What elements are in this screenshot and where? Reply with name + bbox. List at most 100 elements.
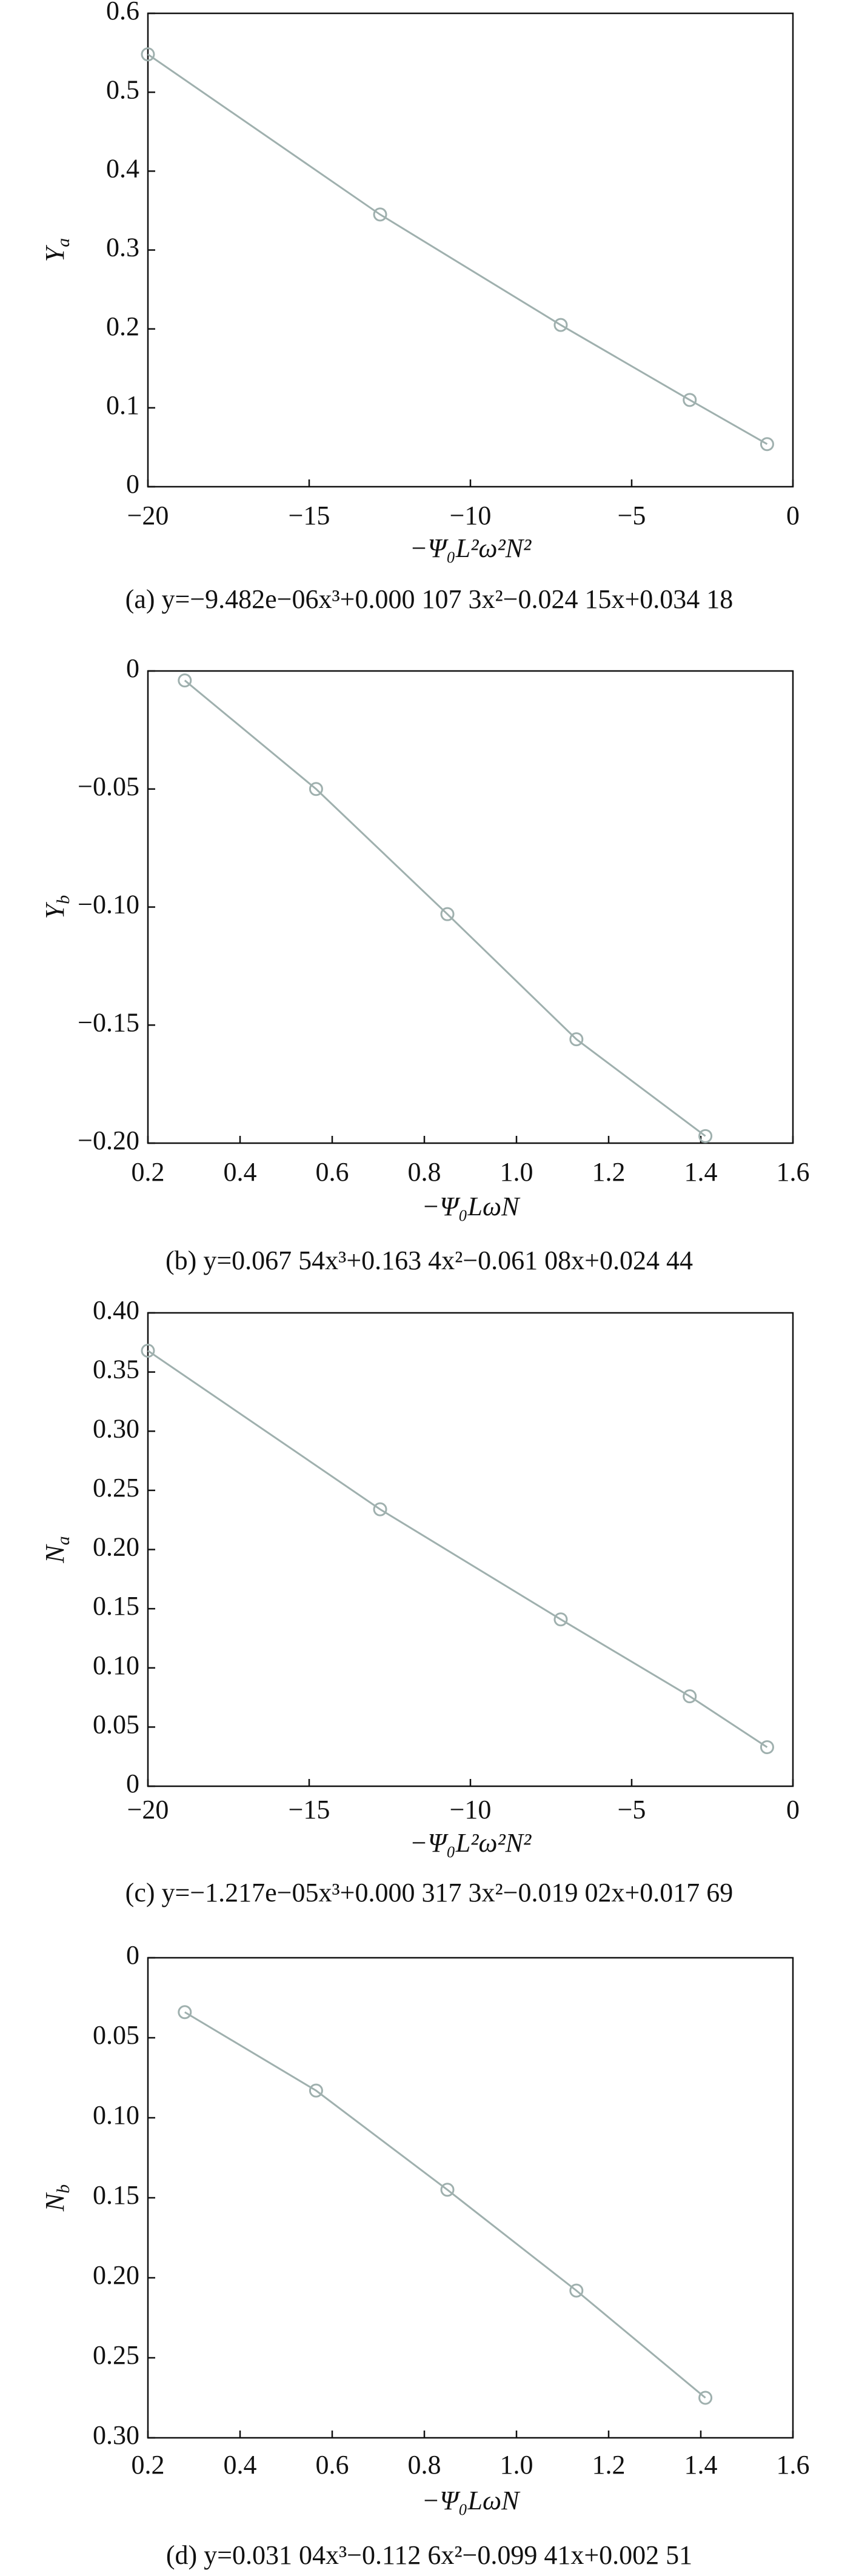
x-axis-label: −Ψ₀L²ω²N² <box>410 1828 532 1858</box>
x-tick-label: 0.8 <box>408 1157 441 1187</box>
x-tick-label: −10 <box>450 1795 492 1824</box>
data-point <box>440 2183 455 2197</box>
x-tick-label: 0.6 <box>316 1157 349 1187</box>
caption: (a) y=−9.482e−06x³+0.000 107 3x²−0.024 1… <box>125 584 734 614</box>
x-tick-label: 1.2 <box>592 1157 626 1187</box>
x-tick-label: 0 <box>786 1795 800 1824</box>
y-axis-label: Nb <box>40 2184 73 2212</box>
y-tick-label: 0.15 <box>93 1591 139 1621</box>
chart-panel: −20 −15 −10 −5 0 0 0.1 0.2 0.3 0.4 0.5 0.6 −Ψ₀L²ω²N²… <box>40 0 800 614</box>
data-point <box>553 1612 568 1627</box>
x-tick-label: −10 <box>450 501 492 530</box>
data-point <box>760 1740 774 1755</box>
data-point <box>178 673 192 688</box>
chart-panel: −20 −15 −10 −5 0 0 0.05 0.10 0.15 0.20 0.25 0.30 0.3… <box>40 1295 800 1907</box>
y-axis-label-main: N <box>40 1544 70 1564</box>
x-tick-label: 1.6 <box>777 1157 810 1187</box>
y-tick-label: −0.20 <box>78 1126 139 1155</box>
y-tick-label: 0.25 <box>93 1473 139 1503</box>
plot-frame <box>147 1312 794 1787</box>
chart-panel: 0.2 0.4 0.6 0.8 1.0 1.2 1.4 1.6 −0.20 −0.15 −0.10 −… <box>40 653 809 1275</box>
data-point <box>760 437 774 452</box>
y-axis-label-sub: a <box>53 238 73 247</box>
caption: (c) y=−1.217e−05x³+0.000 317 3x²−0.019 0… <box>125 1878 734 1907</box>
y-tick-label: 0.6 <box>106 0 139 25</box>
y-axis-label-sub: b <box>53 2184 73 2194</box>
x-tick-label: 0.2 <box>132 1157 165 1187</box>
data-point <box>373 207 387 222</box>
x-tick-label: −5 <box>618 501 646 530</box>
data-point <box>141 1343 155 1358</box>
data-point <box>698 2391 713 2405</box>
y-tick-label: 0.5 <box>106 75 139 104</box>
x-tick-label: 1.4 <box>684 1157 718 1187</box>
data-point <box>683 393 697 407</box>
data-point <box>683 1689 697 1704</box>
y-tick-label: 0.2 <box>106 312 139 341</box>
plot-frame <box>147 12 794 488</box>
y-axis-label-main: Y <box>40 244 70 262</box>
y-tick-label: 0.15 <box>93 2180 139 2210</box>
y-tick-label: 0 <box>126 653 139 683</box>
y-axis-label-sub: b <box>53 895 73 904</box>
caption: (d) y=0.031 04x³−0.112 6x²−0.099 41x+0.0… <box>166 2540 692 2570</box>
y-tick-label: 0 <box>126 1769 139 1798</box>
y-tick-label: 0.35 <box>93 1355 139 1384</box>
fit-line <box>147 53 768 445</box>
fit-line <box>184 2011 706 2399</box>
x-tick-label: 1.6 <box>777 2450 810 2480</box>
data-point <box>569 2283 584 2298</box>
y-axis-label: Ya <box>40 238 73 262</box>
data-point <box>698 1129 713 1143</box>
x-axis-label: −Ψ₀LωN <box>422 1192 521 1221</box>
x-tick-label: −15 <box>289 501 330 530</box>
y-tick-label: 0.10 <box>93 2100 139 2130</box>
x-axis-label: −Ψ₀L²ω²N² <box>410 533 532 563</box>
data-point <box>309 782 323 796</box>
y-axis-label-main: N <box>40 2192 70 2212</box>
x-tick-label: 1.4 <box>684 2450 718 2480</box>
data-point <box>141 47 155 62</box>
y-tick-label: 0.05 <box>93 2020 139 2050</box>
y-tick-label: 0.3 <box>106 233 139 262</box>
y-axis-label: Na <box>40 1536 73 1563</box>
x-tick-label: −20 <box>127 1795 169 1824</box>
x-tick-label: 0 <box>786 501 800 530</box>
x-tick-label: 0.6 <box>316 2450 349 2480</box>
x-tick-label: −5 <box>618 1795 646 1824</box>
x-tick-label: 0.4 <box>224 1157 257 1187</box>
x-tick-label: −20 <box>127 501 169 530</box>
y-tick-label: 0.30 <box>93 1413 139 1443</box>
y-tick-label: 0.40 <box>93 1295 139 1325</box>
y-tick-label: −0.15 <box>78 1007 139 1037</box>
y-axis-label-sub: a <box>53 1536 73 1545</box>
x-tick-label: 1.0 <box>500 1157 533 1187</box>
plot-frame <box>147 670 794 1144</box>
y-tick-label: 0.4 <box>106 153 139 183</box>
y-tick-label: −0.05 <box>78 772 139 801</box>
data-point <box>440 907 455 921</box>
x-axis-label: −Ψ₀LωN <box>422 2486 521 2515</box>
data-point <box>553 318 568 332</box>
x-tick-label: 0.2 <box>132 2450 165 2480</box>
data-point <box>569 1032 584 1047</box>
data-point <box>373 1502 387 1517</box>
fit-line <box>147 1350 768 1748</box>
data-point <box>309 2083 323 2098</box>
y-tick-label: 0.25 <box>93 2340 139 2370</box>
x-tick-label: 1.2 <box>592 2450 626 2480</box>
y-tick-label: 0.30 <box>93 2420 139 2450</box>
y-tick-label: 0.05 <box>93 1709 139 1739</box>
chart-panel: 0.2 0.4 0.6 0.8 1.0 1.2 1.4 1.6 0 0.05 0.10 0.15 0.2… <box>40 1940 809 2570</box>
x-tick-label: −15 <box>289 1795 330 1824</box>
y-tick-label: 0.20 <box>93 1532 139 1562</box>
x-tick-label: 0.4 <box>224 2450 257 2480</box>
caption: (b) y=0.067 54x³+0.163 4x²−0.061 08x+0.0… <box>165 1246 693 1275</box>
y-tick-label: 0 <box>126 1940 139 1970</box>
data-point <box>178 2005 192 2020</box>
y-tick-label: 0.10 <box>93 1650 139 1680</box>
fit-line <box>184 679 706 1137</box>
y-axis-label: Yb <box>40 895 73 919</box>
x-tick-label: 1.0 <box>500 2450 533 2480</box>
x-tick-label: 0.8 <box>408 2450 441 2480</box>
